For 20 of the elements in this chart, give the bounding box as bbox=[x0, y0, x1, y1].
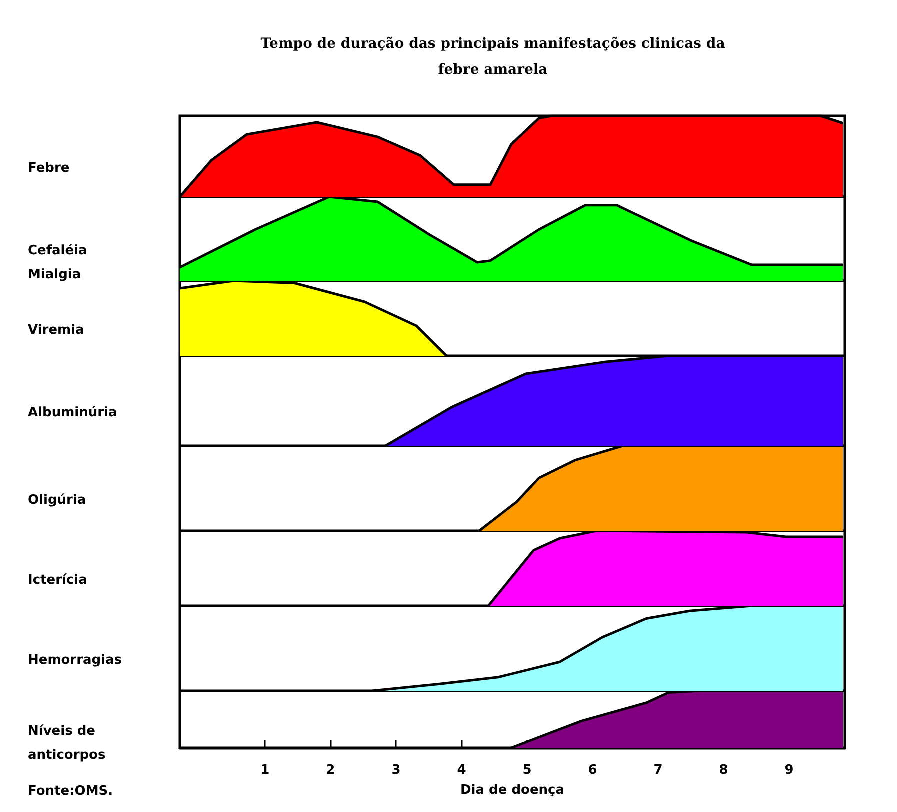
chart-title: Tempo de duração das principais manifestações clinicas da febre amarela bbox=[260, 36, 726, 78]
y-axis-title: Icterícia bbox=[28, 573, 88, 588]
x-tick-label: 1 bbox=[260, 763, 270, 778]
y-axis-title: Cefaléia Mialgia bbox=[28, 244, 88, 282]
source-note: Fonte:OMS. bbox=[28, 784, 114, 799]
x-tick-label: 4 bbox=[457, 763, 466, 778]
x-tick-label: 9 bbox=[784, 763, 794, 778]
y-axis-title: Oligúria bbox=[28, 493, 86, 508]
x-axis-title: Dia de doença bbox=[460, 783, 564, 798]
x-tick-label: 8 bbox=[719, 763, 728, 778]
x-tick-label: 6 bbox=[588, 763, 598, 778]
x-tick-label: 5 bbox=[522, 763, 532, 778]
y-axis-title: Viremia bbox=[28, 323, 84, 338]
y-axis-title: Hemorragias bbox=[28, 653, 122, 668]
x-tick-label: 7 bbox=[654, 763, 663, 778]
y-axis-title: Albuminúria bbox=[28, 406, 118, 420]
y-axis-title: Febre bbox=[28, 161, 70, 176]
x-tick-label: 3 bbox=[392, 763, 401, 778]
y-axis-title: Níveis de anticorpos bbox=[28, 724, 106, 763]
x-tick-label: 2 bbox=[326, 763, 336, 778]
